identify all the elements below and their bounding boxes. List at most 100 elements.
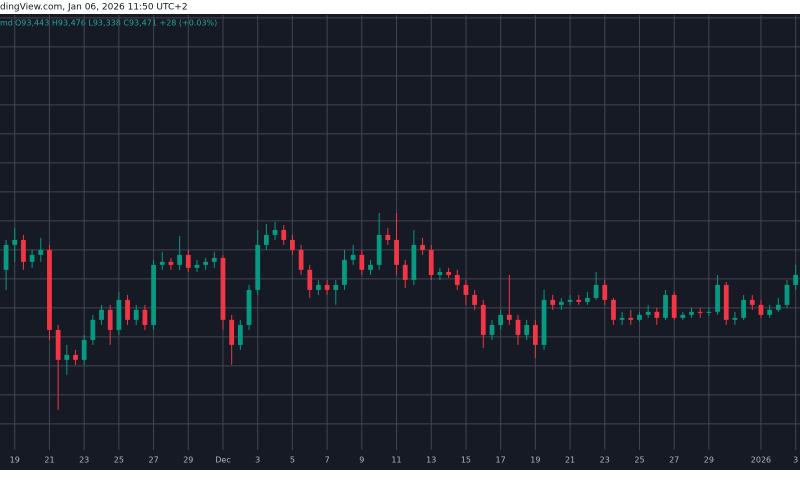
grid	[0, 15, 800, 450]
candle-body	[151, 264, 156, 325]
candle-body	[220, 257, 226, 320]
candle-body	[168, 261, 174, 265]
x-tick-label: 17	[496, 456, 506, 465]
candle-body	[663, 294, 668, 318]
candle-body	[3, 244, 9, 270]
candle-body	[47, 249, 52, 330]
candle-body	[29, 254, 35, 262]
candle-body	[619, 317, 625, 320]
plot-background	[0, 14, 800, 470]
candle-body	[211, 257, 217, 262]
candle-body	[723, 284, 729, 320]
candle-body	[645, 311, 651, 315]
candle-body	[350, 254, 356, 260]
candle-body	[142, 309, 148, 325]
candle-body	[402, 264, 408, 280]
candle-body	[732, 317, 738, 320]
candle-body	[21, 239, 26, 262]
candle-body	[532, 324, 538, 345]
candle-body	[524, 324, 530, 335]
candles	[3, 212, 799, 410]
candle-body	[472, 294, 478, 305]
candle-body	[272, 229, 278, 235]
candle-body	[498, 314, 504, 325]
x-tick-label: 5	[290, 456, 295, 465]
candle-body	[715, 284, 720, 312]
candle-body	[133, 309, 139, 320]
candle-body	[394, 239, 399, 265]
candle-body	[159, 261, 165, 265]
candle-body	[307, 269, 313, 290]
x-tick-label: 13	[426, 456, 436, 465]
candle-body	[506, 314, 512, 320]
candle-body	[116, 299, 122, 330]
candle-body	[290, 239, 295, 250]
x-tick-label: 29	[183, 456, 193, 465]
candle-body	[489, 324, 495, 335]
candle-body	[611, 299, 616, 320]
candle-body	[689, 311, 694, 315]
candle-body	[185, 254, 191, 268]
candle-body	[793, 274, 799, 285]
header-text: dingView.com, Jan 06, 2026 11:50 UTC+2	[0, 3, 188, 13]
x-tick-label: 3	[255, 456, 260, 465]
candle-body	[73, 354, 78, 360]
x-tick-label: 27	[148, 456, 158, 465]
x-tick-label: 23	[79, 456, 89, 465]
x-tick-label: 19	[10, 456, 20, 465]
x-tick-label: 2026	[751, 456, 771, 465]
x-tick-label: 21	[565, 456, 575, 465]
candle-body	[376, 234, 382, 265]
candle-body	[775, 304, 781, 310]
candle-body	[741, 299, 746, 318]
candle-body	[281, 229, 287, 240]
x-tick-label: 3	[793, 456, 798, 465]
candle-body	[263, 234, 269, 245]
candle-body	[194, 264, 200, 268]
candle-body	[333, 284, 339, 290]
x-tick-label: 25	[634, 456, 644, 465]
candle-body	[316, 284, 321, 290]
candle-body	[758, 304, 764, 315]
candle-body	[64, 354, 70, 360]
candle-body	[463, 284, 469, 295]
candle-body	[368, 264, 373, 270]
candle-body	[229, 319, 235, 345]
candle-body	[593, 284, 599, 298]
candle-body	[298, 249, 304, 270]
candle-body	[385, 234, 391, 240]
x-tick-label: Dec	[215, 456, 230, 465]
candle-body	[420, 244, 425, 250]
candle-body	[585, 297, 590, 302]
candle-body	[767, 309, 773, 315]
candle-body	[480, 304, 486, 335]
x-tick-label: 19	[530, 456, 540, 465]
candle-body	[428, 249, 434, 275]
candle-body	[324, 284, 330, 290]
candle-body	[454, 274, 460, 285]
candle-body	[255, 244, 261, 290]
candle-body	[81, 339, 87, 360]
candle-body	[602, 284, 608, 300]
candle-body	[55, 329, 61, 360]
x-tick-label: 23	[600, 456, 610, 465]
candle-body	[38, 249, 44, 255]
candle-body	[125, 299, 130, 320]
x-tick-label: 25	[114, 456, 124, 465]
candle-body	[237, 324, 243, 345]
candle-body	[637, 314, 642, 320]
candle-body	[654, 311, 660, 318]
x-tick-label: 29	[704, 456, 714, 465]
candle-body	[515, 319, 521, 335]
candle-body	[342, 259, 347, 285]
candle-body	[203, 261, 209, 265]
candle-body	[559, 301, 564, 305]
x-tick-label: 27	[669, 456, 679, 465]
candle-body	[107, 309, 113, 330]
candle-body	[680, 314, 686, 318]
x-tick-label: 11	[391, 456, 401, 465]
x-axis: 19 21 23 25 27 29 Dec 3 5 7 9 11 13 15 17 19 21 23 25 27 29 2…	[10, 456, 799, 465]
x-tick-label: 9	[359, 456, 364, 465]
